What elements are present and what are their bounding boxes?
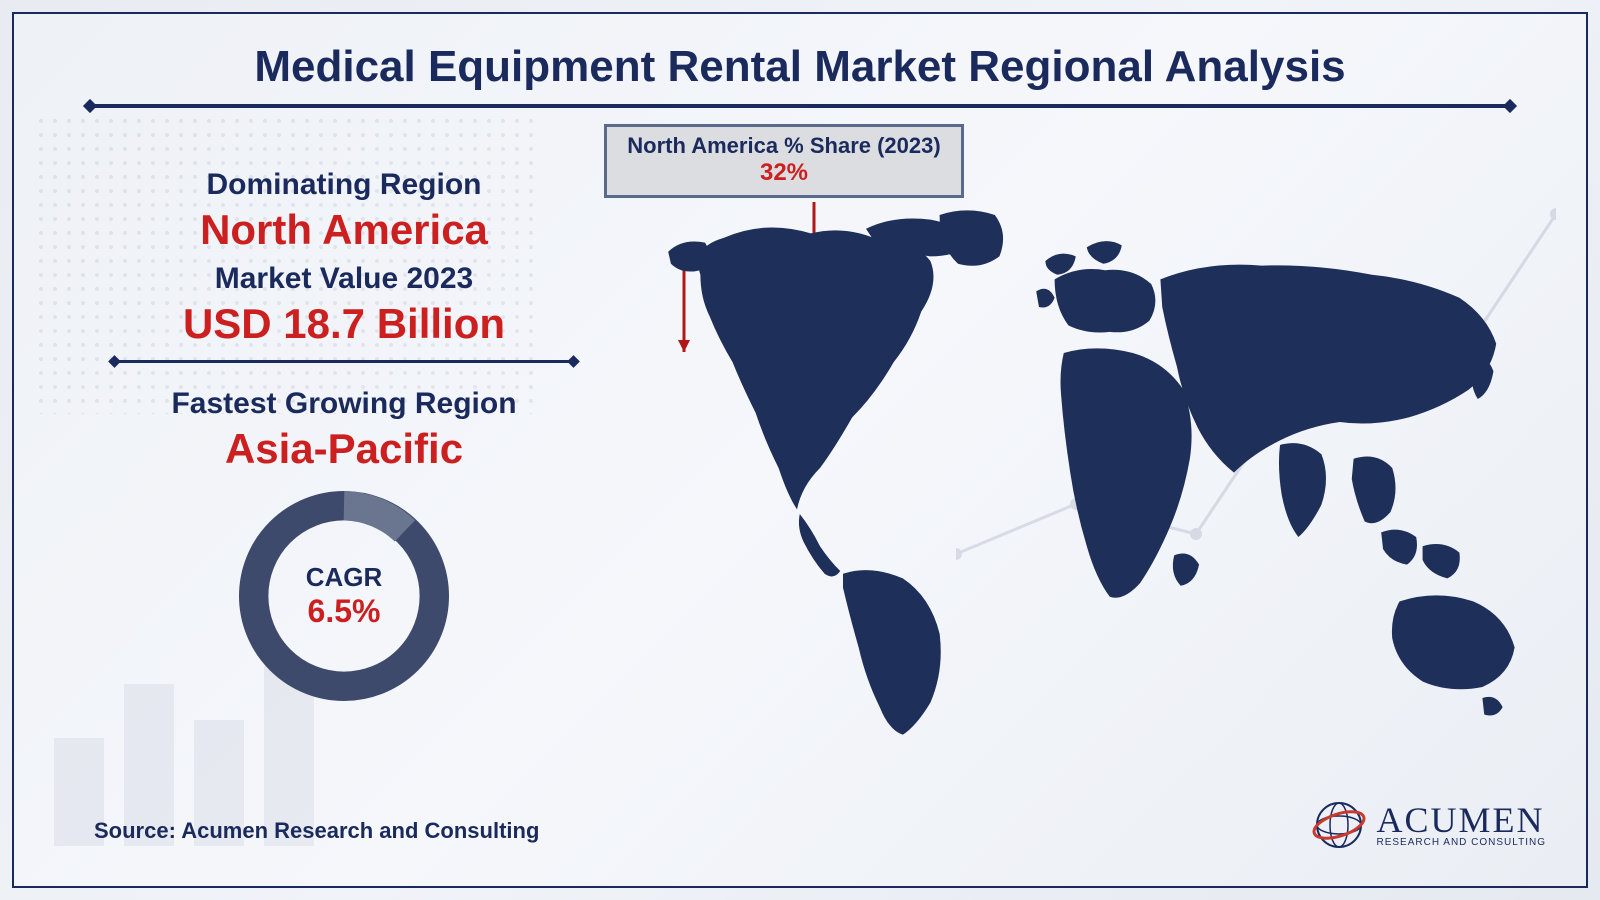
source-attribution: Source: Acumen Research and Consulting (94, 818, 539, 844)
donut-center-text: CAGR 6.5% (306, 562, 383, 630)
world-map-icon (636, 188, 1556, 748)
logo-globe-icon (1312, 798, 1366, 852)
cagr-value: 6.5% (306, 593, 383, 630)
market-value-label: Market Value 2023 (84, 262, 604, 296)
panel-divider (114, 360, 574, 363)
share-callout: North America % Share (2023) 32% (604, 124, 964, 198)
logo-text: ACUMEN RESEARCH AND CONSULTING (1376, 802, 1546, 848)
infographic-frame: Medical Equipment Rental Market Regional… (12, 12, 1588, 888)
dominating-region-value: North America (84, 206, 604, 254)
cagr-donut: CAGR 6.5% (239, 491, 449, 701)
logo-name: ACUMEN (1376, 802, 1546, 838)
market-value: USD 18.7 Billion (84, 300, 604, 348)
stats-panel: Dominating Region North America Market V… (84, 168, 604, 701)
main-title: Medical Equipment Rental Market Regional… (14, 14, 1586, 92)
callout-value: 32% (617, 159, 951, 187)
fastest-region-label: Fastest Growing Region (84, 387, 604, 421)
dominating-region-label: Dominating Region (84, 168, 604, 202)
callout-title: North America % Share (2023) (617, 133, 951, 159)
logo-tagline: RESEARCH AND CONSULTING (1376, 838, 1546, 848)
fastest-region-value: Asia-Pacific (84, 425, 604, 473)
brand-logo: ACUMEN RESEARCH AND CONSULTING (1312, 798, 1546, 852)
cagr-label: CAGR (306, 562, 383, 593)
world-map (636, 188, 1556, 748)
content-area: Dominating Region North America Market V… (14, 108, 1586, 870)
